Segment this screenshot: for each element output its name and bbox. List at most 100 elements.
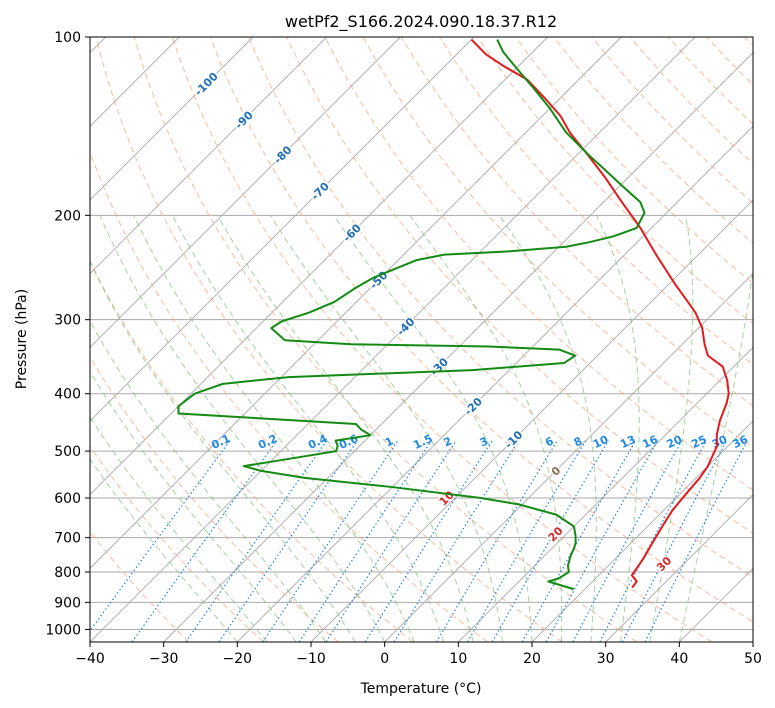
mixing-ratio-line (644, 440, 748, 642)
dry-adiabat-line (515, 37, 753, 284)
mixing-ratio-label: 0.1 (209, 432, 232, 452)
x-tick-label: 0 (380, 651, 389, 667)
mixing-ratio-label: 30 (710, 433, 730, 451)
y-axis-title: Pressure (hPa) (14, 289, 30, 389)
mixing-ratio-line (325, 440, 457, 642)
isotherm-line (605, 494, 753, 642)
dry-adiabat-label: 10 (437, 488, 457, 508)
y-tick-label: 700 (54, 531, 81, 547)
moist-adiabat-line (90, 370, 297, 642)
isotherm-label: -40 (394, 315, 417, 338)
mixing-ratio-line (364, 440, 493, 642)
dry-adiabat-line (324, 37, 753, 491)
mixing-ratio-line (90, 440, 231, 632)
isotherm-label: -30 (428, 355, 451, 378)
sounding-profiles (177, 38, 730, 591)
background-lines (90, 37, 753, 642)
moist-adiabat-line (596, 215, 640, 642)
dry-adiabat-label: 30 (654, 554, 674, 574)
dry-adiabat-line (248, 37, 753, 578)
isotherm-line (752, 641, 753, 642)
isotherm-label: -70 (309, 180, 332, 203)
isotherm-line (90, 37, 622, 569)
isotherm-line (531, 420, 753, 642)
mixing-ratio-label: 36 (731, 433, 751, 451)
dry-adiabat-line (95, 37, 563, 642)
dewpoint-profile (177, 39, 646, 591)
mixing-ratio-line (545, 440, 659, 642)
isotherm-label: -80 (271, 143, 294, 166)
x-tick-label: 40 (670, 651, 688, 667)
mixing-ratio-label: 16 (640, 433, 660, 451)
mixing-ratio-line (298, 440, 432, 642)
dry-adiabat-line (90, 445, 264, 642)
isotherm-line (90, 37, 327, 275)
dry-adiabat-line (90, 259, 414, 642)
mixing-ratio-line (521, 440, 637, 642)
x-tick-label: 20 (523, 651, 541, 667)
isotherm-line (90, 37, 401, 348)
mixing-ratio-label: 20 (665, 433, 685, 451)
mixing-ratio-label: 6 (543, 434, 556, 449)
moist-adiabat-line (172, 215, 445, 642)
mixing-ratio-line (185, 440, 328, 642)
moist-adiabat-line (333, 215, 533, 642)
y-tick-label: 800 (54, 565, 81, 581)
dry-adiabat-line (90, 356, 339, 642)
y-tick-label: 500 (54, 444, 81, 460)
isotherm-line (384, 273, 753, 642)
y-tick-label: 300 (54, 313, 81, 329)
mixing-ratio-label: 25 (689, 433, 708, 451)
y-tick-label: 200 (54, 208, 81, 224)
dry-adiabat-line (171, 37, 712, 642)
x-tick-label: 30 (597, 651, 615, 667)
mixing-ratio-label: 8 (572, 434, 584, 449)
moist-adiabat-line (90, 416, 268, 642)
chart-title: wetPf2_S166.2024.090.18.37.R12 (285, 12, 557, 32)
mixing-ratio-line (262, 440, 399, 642)
x-tick-label: −20 (223, 651, 253, 667)
isotherm-line (237, 125, 753, 642)
x-tick-label: 10 (449, 651, 467, 667)
isotherm-line (90, 37, 254, 201)
mixing-ratio-line (466, 440, 587, 642)
mixing-ratio-line (435, 440, 558, 642)
isotherm-line (163, 52, 753, 642)
moist-adiabat-line (499, 215, 597, 642)
dry-adiabat-label: 20 (546, 524, 566, 544)
isotherm-line (458, 346, 753, 642)
mixing-ratio-line (393, 440, 520, 642)
dry-adiabat-line (210, 37, 753, 623)
dry-adiabat-line (90, 150, 488, 642)
moist-adiabat-line (270, 215, 504, 642)
axis-ticks: −40 −30 −20 −10 0 10 20 30 40 5010020030040050060… (45, 30, 762, 667)
dry-adiabat-line (133, 37, 638, 642)
mixing-ratio-line (218, 440, 358, 642)
x-tick-label: −10 (296, 651, 326, 667)
moist-adiabat-line (649, 215, 694, 642)
dry-adiabat-line (286, 37, 753, 534)
moist-adiabat-line (90, 458, 238, 642)
y-tick-label: 1000 (45, 622, 81, 638)
y-tick-label: 400 (54, 387, 81, 403)
x-tick-label: 50 (744, 651, 762, 667)
isotherm-label: -90 (233, 108, 256, 131)
dry-adiabat-line (591, 37, 753, 204)
isotherm-line (310, 199, 753, 642)
isotherm-line (679, 567, 753, 642)
x-axis-title: Temperature (°C) (360, 681, 482, 697)
isotherm-label: 0 (549, 464, 564, 479)
mixing-ratio-label: 10 (591, 433, 611, 451)
isotherm-line (90, 37, 696, 642)
moist-adiabat-line (409, 215, 563, 642)
y-tick-label: 900 (54, 595, 81, 611)
moist-adiabat-line (99, 215, 386, 642)
moist-adiabat-line (133, 215, 415, 642)
y-tick-label: 100 (54, 30, 81, 46)
x-tick-label: −30 (149, 651, 179, 667)
x-tick-label: −40 (75, 651, 105, 667)
moist-adiabat-line (678, 265, 753, 642)
dry-adiabat-line (553, 37, 753, 244)
mixing-ratio-label: 0.4 (306, 432, 329, 452)
